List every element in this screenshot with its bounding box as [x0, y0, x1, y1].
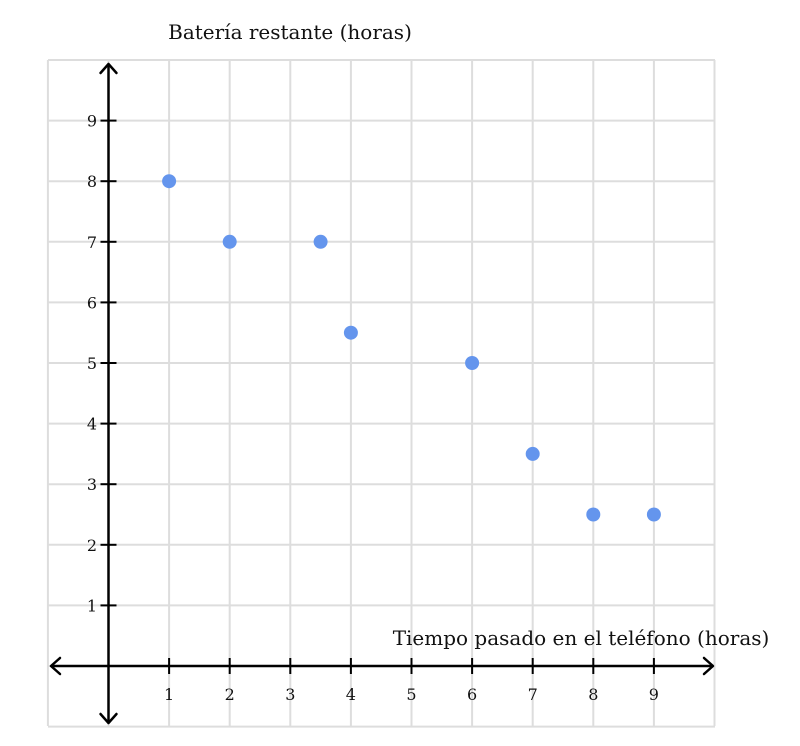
x-tick-label: 7	[528, 685, 538, 704]
y-axis-title: Batería restante (horas)	[168, 20, 412, 44]
x-axis-title: Tiempo pasado en el teléfono (horas)	[393, 626, 770, 650]
x-axis-arrow-right	[702, 656, 715, 676]
x-axis-arrow-left	[49, 656, 62, 676]
axes	[49, 62, 715, 725]
y-tick-label: 3	[87, 475, 97, 494]
y-tick-label: 2	[87, 536, 97, 555]
tick-labels: 1 2 3 4 5 6 7 8 9 1 2 3 4 5 6 7 8 9	[87, 112, 659, 704]
y-tick-label: 7	[87, 233, 97, 252]
data-point	[162, 174, 177, 189]
x-tick-label: 9	[649, 685, 659, 704]
x-tick-label: 4	[346, 685, 356, 704]
y-tick-label: 1	[87, 596, 97, 615]
data-point	[465, 356, 480, 370]
data-point	[313, 234, 328, 249]
y-tick-label: 9	[87, 112, 97, 131]
tick-marks	[100, 119, 655, 674]
y-tick-label: 8	[87, 172, 97, 191]
y-tick-label: 5	[87, 354, 97, 373]
y-tick-label: 6	[87, 293, 97, 312]
data-points	[162, 174, 661, 522]
data-point	[222, 234, 237, 249]
x-tick-label: 3	[285, 685, 295, 704]
y-axis-arrow-down	[99, 712, 118, 725]
data-point	[525, 446, 540, 461]
data-point	[343, 325, 358, 340]
x-tick-label: 8	[588, 685, 598, 704]
data-point	[586, 507, 601, 522]
x-tick-label: 2	[225, 685, 235, 704]
y-tick-label: 4	[87, 415, 97, 434]
y-axis-arrow-up	[99, 62, 118, 75]
x-tick-label: 5	[406, 685, 416, 704]
x-tick-label: 1	[164, 685, 174, 704]
data-point	[646, 507, 661, 522]
x-tick-label: 6	[467, 685, 477, 704]
